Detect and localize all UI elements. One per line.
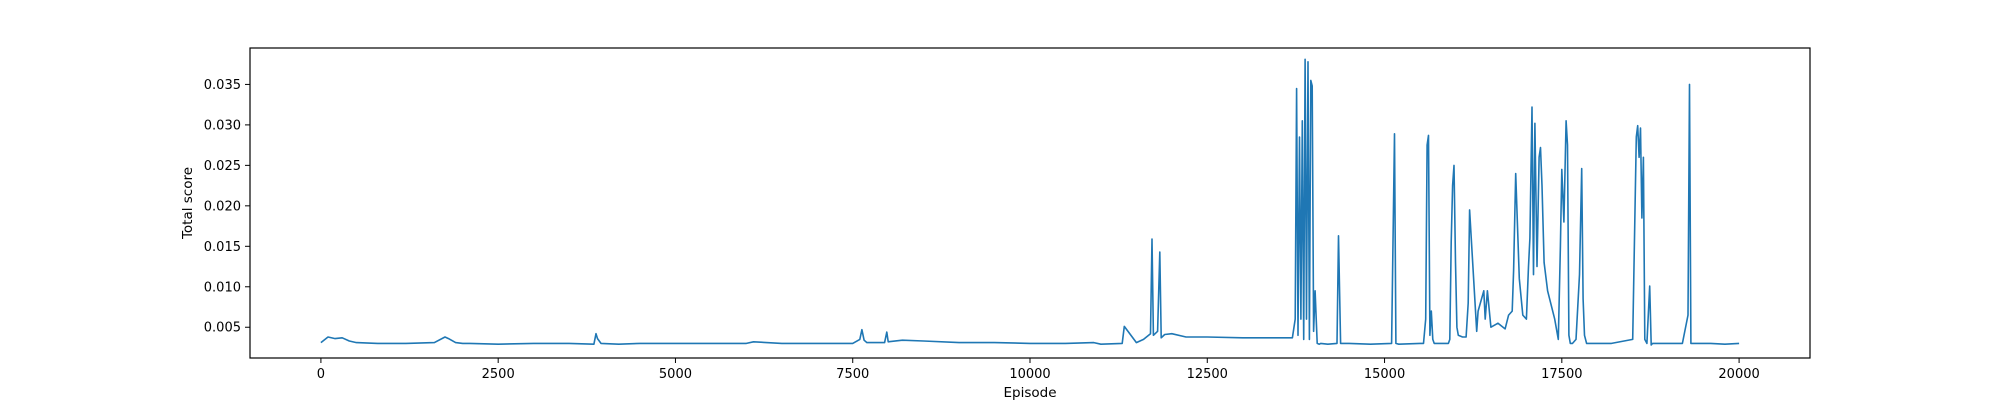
series-line-0: [320, 58, 1740, 346]
x-tick-label: 15000: [1364, 367, 1405, 382]
y-tick-label: 0.030: [204, 118, 241, 133]
y-tick-label: 0.005: [204, 321, 241, 336]
y-axis-label: Total score: [180, 167, 196, 240]
x-axis-ticks: 0 2500 5000 7500 10000 12500 15000 17500 20000: [317, 358, 1760, 382]
x-tick-label: 0: [317, 367, 325, 382]
x-tick-label: 12500: [1187, 367, 1228, 382]
x-tick-label: 17500: [1541, 367, 1582, 382]
y-tick-label: 0.020: [204, 199, 241, 214]
y-tick-label: 0.035: [204, 78, 241, 93]
x-tick-label: 5000: [659, 367, 692, 382]
y-tick-label: 0.015: [204, 240, 241, 255]
y-tick-label: 0.025: [204, 159, 241, 174]
y-tick-label: 0.010: [204, 280, 241, 295]
x-tick-label: 20000: [1718, 367, 1759, 382]
y-axis-ticks: 0.005 0.010 0.015 0.020 0.025 0.030 0.035: [204, 78, 250, 336]
x-tick-label: 7500: [836, 367, 869, 382]
x-axis-label: Episode: [1003, 385, 1056, 400]
plot-area: [320, 58, 1740, 346]
plot-frame: [249, 47, 1811, 359]
x-tick-label: 2500: [482, 367, 515, 382]
x-tick-label: 10000: [1009, 367, 1050, 382]
